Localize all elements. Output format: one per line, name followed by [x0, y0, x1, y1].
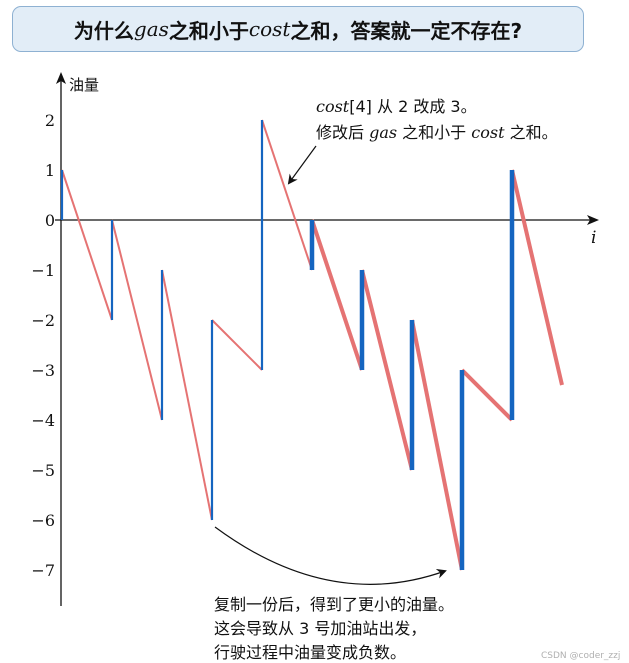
y-tick-label: −6	[31, 511, 55, 530]
y-tick-label: 0	[45, 211, 55, 230]
drive-segment-copy	[310, 219, 364, 371]
annotation-top-line2: 修改后 gas 之和小于 cost 之和。	[316, 123, 558, 142]
y-tick-label: −5	[31, 461, 55, 480]
drive-segment	[61, 169, 113, 321]
y-tick-label: −2	[31, 311, 55, 330]
y-tick-label: −4	[31, 411, 55, 430]
y-tick-label: 2	[45, 111, 55, 130]
annotation-top-line1: cost[4] 从 2 改成 3。	[316, 97, 477, 116]
watermark: CSDN @coder_zzj	[541, 651, 620, 661]
annotation-change-text: 从 2 改成 3。	[372, 97, 477, 116]
copy-curved-arrow	[214, 526, 447, 585]
y-axis-arrow-icon	[56, 72, 66, 84]
annotation-bottom-line2: 这会导致从 3 号加油站出发，	[214, 619, 426, 638]
y-tick-label: −1	[31, 261, 55, 280]
title-gas: gas	[133, 17, 169, 41]
annotation-bottom-line3: 行驶过程中油量变成负数。	[214, 643, 406, 662]
y-axis-label: 油量	[69, 76, 99, 94]
drive-segment	[261, 119, 313, 271]
title-prefix: 为什么	[73, 18, 134, 43]
title-suffix: 之和，答案就一定不存在?	[290, 18, 523, 43]
refuel-jumps	[60, 120, 515, 570]
y-tick-label: −7	[31, 561, 55, 580]
annotation-top-arrow	[287, 145, 317, 185]
title-cost: cost	[248, 17, 291, 41]
x-axis-label: i	[591, 228, 596, 248]
annotation-index: [4]	[349, 97, 372, 116]
y-tick-label: −3	[31, 361, 55, 380]
y-tick-label: 1	[45, 161, 55, 180]
drive-segment	[161, 269, 213, 521]
drive-segment-copy	[510, 169, 564, 386]
y-ticks: 2 1 0 −1 −2 −3 −4 −5 −6 −7	[31, 111, 55, 580]
title-banner: 为什么 gas 之和小于 cost 之和，答案就一定不存在?	[12, 6, 584, 52]
drive-segment-copy	[410, 319, 464, 571]
title-mid: 之和小于	[168, 18, 249, 43]
drive-segment-copy	[360, 269, 414, 471]
drive-segment-copy	[460, 368, 514, 422]
drive-segment	[211, 319, 263, 371]
x-axis-arrow-icon	[587, 215, 599, 225]
annotation-cost-symbol: cost	[316, 97, 350, 116]
drive-segments	[61, 119, 564, 571]
page-title: 为什么 gas 之和小于 cost 之和，答案就一定不存在?	[13, 7, 583, 51]
annotation-bottom-line1: 复制一份后，得到了更小的油量。	[214, 595, 454, 614]
drive-segment	[111, 219, 163, 421]
